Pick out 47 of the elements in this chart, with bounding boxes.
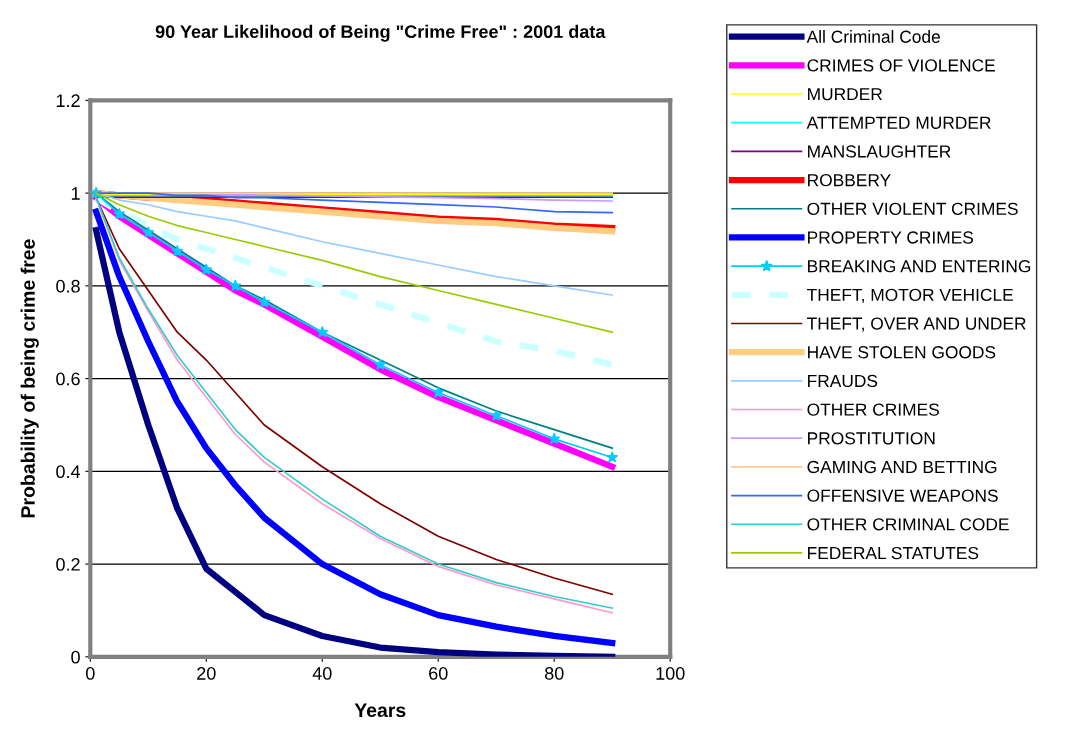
legend-label: ATTEMPTED MURDER: [806, 116, 991, 129]
x-tick-label: 80: [544, 667, 564, 680]
y-tick-label: 0: [71, 650, 80, 664]
point: [374, 358, 387, 370]
x-tick-label: 100: [656, 667, 685, 680]
y-tick-label: 0.8: [56, 279, 80, 293]
x-tick-label: 60: [429, 667, 448, 680]
legend-label: PROPERTY CRIMES: [808, 231, 974, 244]
legend-label: OTHER CRIMINAL CODE: [807, 518, 1009, 531]
point: [548, 432, 561, 445]
y-tick-label: 0.6: [56, 372, 80, 386]
legend-label: MURDER: [808, 88, 883, 101]
legend-label: THEFT, MOTOR VEHICLE: [807, 288, 1013, 304]
y-tick-label: 1.2: [56, 94, 80, 107]
point: [606, 451, 619, 463]
legend-label: OFFENSIVE WEAPONS: [807, 489, 998, 502]
legend-label: OTHER VIOLENT CRIMES: [807, 202, 1018, 215]
legend-label: HAVE STOLEN GOODS: [808, 346, 996, 359]
legend-label: FEDERAL STATUTES: [808, 546, 979, 560]
point: [316, 325, 329, 338]
legend-label: All Criminal Code: [806, 30, 940, 43]
point: [432, 386, 445, 398]
x-tick-label: 0: [85, 667, 95, 680]
legend-label: MANSLAUGHTER: [808, 145, 951, 158]
y-tick-label: 0.2: [56, 558, 80, 571]
x-tick-label: 40: [312, 667, 332, 680]
y-tick-label: 1: [71, 187, 80, 200]
point: [113, 207, 126, 220]
legend-label: FRAUDS: [808, 374, 878, 388]
legend-label: CRIMES OF VIOLENCE: [807, 59, 995, 72]
legend-label: THEFT, OVER AND UNDER: [807, 317, 1026, 332]
legend-label: GAMING AND BETTING: [807, 460, 997, 474]
y-tick-label: 0.4: [56, 465, 81, 479]
legend-label: OTHER CRIMES: [807, 403, 939, 416]
point: [258, 295, 271, 308]
x-tick-label: 20: [197, 667, 216, 680]
y-axis-title: Probability of being crime free: [20, 239, 39, 518]
legend-label: BREAKING AND ENTERING: [808, 260, 1031, 273]
legend-label: PROSTITUTION: [808, 432, 935, 445]
point: [229, 279, 242, 292]
x-axis-title: Years: [354, 703, 406, 718]
point: [142, 226, 155, 238]
legend-label: ROBBERY: [808, 174, 891, 187]
point: [200, 263, 213, 275]
point: [171, 244, 184, 257]
chart-title: 90 Year Likelihood of Being "Crime Free" : 2001 data: [155, 24, 606, 42]
point: [490, 409, 503, 421]
